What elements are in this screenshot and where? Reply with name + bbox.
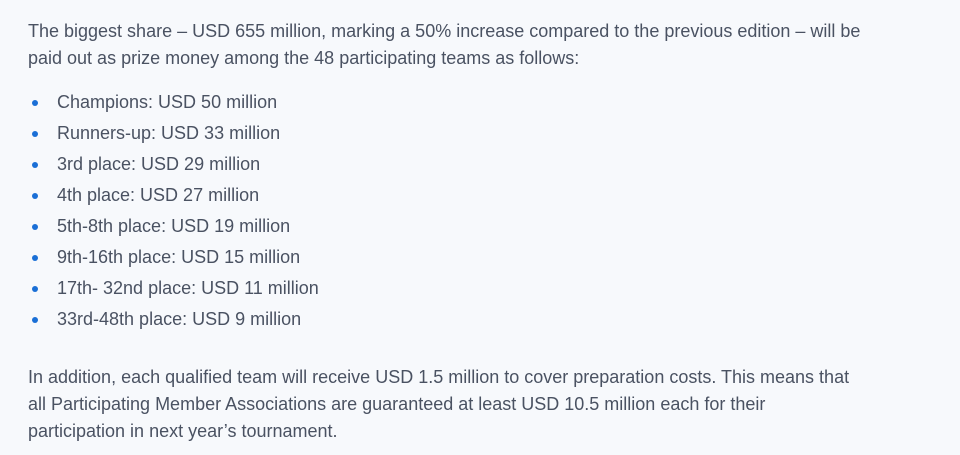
list-item: Champions: USD 50 million [0,87,319,118]
list-item-text: 9th-16th place: USD 15 million [57,247,301,267]
bullet-icon [32,255,38,261]
list-item-text: 4th place: USD 27 million [57,185,260,205]
text-line: participation in next year’s tournament. [28,421,338,441]
list-item: 3rd place: USD 29 million [0,149,319,180]
addition-paragraph: In addition, each qualified team will re… [28,364,849,445]
bullet-icon [32,286,38,292]
list-item-text: 3rd place: USD 29 million [57,154,261,174]
list-item: 9th-16th place: USD 15 million [0,242,319,273]
bullet-icon [32,193,38,199]
bullet-icon [32,162,38,168]
bullet-icon [32,100,38,106]
intro-paragraph: The biggest share – USD 655 million, mar… [28,18,860,72]
bullet-icon [32,224,38,230]
list-item-text: Champions: USD 50 million [57,92,278,112]
text-line: all Participating Member Associations ar… [28,394,766,414]
list-item: Runners-up: USD 33 million [0,118,319,149]
list-item: 33rd-48th place: USD 9 million [0,304,319,335]
prize-money-list: Champions: USD 50 million Runners-up: US… [0,87,319,335]
list-item-text: 5th-8th place: USD 19 million [57,216,291,236]
bullet-icon [32,131,38,137]
text-line: The biggest share – USD 655 million, mar… [28,21,861,41]
text-line: In addition, each qualified team will re… [28,367,850,387]
text-line: paid out as prize money among the 48 par… [28,48,580,68]
list-item-text: 33rd-48th place: USD 9 million [57,309,302,329]
list-item: 5th-8th place: USD 19 million [0,211,319,242]
list-item-text: Runners-up: USD 33 million [57,123,281,143]
list-item: 17th- 32nd place: USD 11 million [0,273,319,304]
bullet-icon [32,317,38,323]
list-item-text: 17th- 32nd place: USD 11 million [57,278,319,298]
list-item: 4th place: USD 27 million [0,180,319,211]
